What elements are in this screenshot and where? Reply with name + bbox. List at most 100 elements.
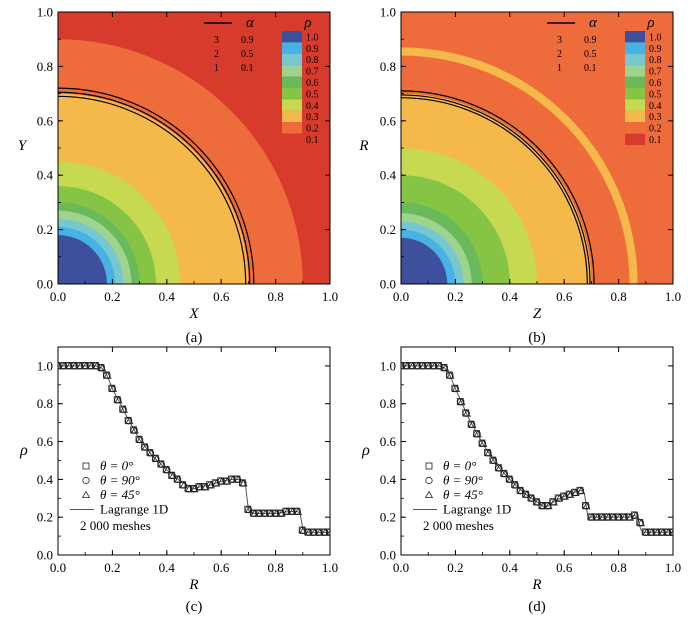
x-tick-label-a: 0.0 <box>50 289 66 304</box>
colorbar-swatch-a <box>282 31 302 43</box>
alpha-legend-id-a: 2 <box>214 49 219 60</box>
x-tick-label-c: 0.2 <box>104 560 120 575</box>
legend-label-d: 2 000 meshes <box>423 518 494 533</box>
y-tick-label-d: 0.8 <box>380 396 396 411</box>
caption-c: (c) <box>186 599 203 615</box>
marker-triangle-d <box>457 397 466 406</box>
marker-triangle-c <box>293 507 303 515</box>
colorbar-swatch-a <box>282 133 302 145</box>
marker-triangle-d <box>490 456 499 464</box>
legend-label-c: θ = 45° <box>100 487 140 502</box>
marker-triangle-d <box>528 494 537 502</box>
colorbar-swatch-b <box>625 31 645 43</box>
y-tick-label-b: 0.0 <box>380 277 396 292</box>
x-tick-label-d: 1.0 <box>665 560 681 575</box>
x-tick-label-b: 0.8 <box>610 289 626 304</box>
marker-triangle-c <box>141 443 150 451</box>
marker-triangle-c <box>136 435 145 444</box>
colorbar-swatch-b <box>625 110 645 123</box>
legend-marker-d <box>425 476 433 485</box>
marker-triangle-d <box>577 486 586 495</box>
y-tick-label-d: 0.4 <box>380 472 397 487</box>
colorbar-label-b: 0.1 <box>649 135 662 146</box>
marker-triangle-d <box>631 511 640 519</box>
marker-triangle-c <box>119 405 128 413</box>
x-tick-label-d: 0.2 <box>447 560 463 575</box>
xlabel-d: R <box>531 577 541 593</box>
y-tick-label-b: 0.6 <box>380 113 397 128</box>
marker-triangle-d <box>522 490 531 498</box>
marker-triangle-c <box>103 371 112 379</box>
alpha-legend-title-b: α <box>589 15 598 31</box>
marker-triangle-d <box>484 448 493 457</box>
marker-triangle-d <box>626 513 635 521</box>
y-tick-label-a: 1.0 <box>37 5 53 20</box>
legend-label-c: Lagrange 1D <box>100 502 168 517</box>
marker-triangle-c <box>277 509 286 517</box>
colorbar-swatch-a <box>282 88 302 100</box>
legend-label-d: θ = 90° <box>443 473 483 488</box>
colorbar-title-a: ρ <box>303 15 311 31</box>
y-tick-label-c: 0.6 <box>37 434 54 449</box>
colorbar-swatch-a <box>282 42 302 54</box>
marker-triangle-d <box>511 481 520 489</box>
alpha-legend-id-a: 3 <box>214 35 219 46</box>
x-tick-label-d: 0.6 <box>556 560 573 575</box>
y-tick-label-a: 0.6 <box>37 113 54 128</box>
marker-triangle-c <box>125 416 134 425</box>
colorbar-label-b: 0.6 <box>649 78 662 89</box>
alpha-legend-id-b: 3 <box>557 35 562 46</box>
colorbar-label-a: 0.5 <box>306 89 319 100</box>
marker-triangle-c <box>114 395 123 404</box>
legend-label-c: 2 000 meshes <box>80 518 151 533</box>
ylabel-d: ρ <box>361 442 370 459</box>
marker-triangle-d <box>566 490 575 498</box>
colorbar-label-b: 0.8 <box>649 55 662 66</box>
plot-frame-c <box>57 346 331 556</box>
alpha-legend-value-a: 0.9 <box>241 35 254 46</box>
series-d <box>401 361 673 536</box>
alpha-legend-id-b: 2 <box>557 49 562 60</box>
x-tick-label-c: 0.0 <box>50 560 66 575</box>
legend-label-d: Lagrange 1D <box>443 502 511 517</box>
marker-circle-d <box>401 362 405 370</box>
marker-triangle-c <box>234 475 243 483</box>
x-tick-label-a: 0.8 <box>267 289 283 304</box>
alpha-legend-value-b: 0.1 <box>584 63 597 74</box>
axes-d: 0.0 0.2 0.4 0.6 0.8 1.0 0.0 0.2 0.4 0.6 0.8 1.0 <box>380 346 681 575</box>
y-tick-label-a: 0.0 <box>37 277 53 292</box>
ylabel-a: Y <box>18 138 28 154</box>
colorbar-label-a: 0.9 <box>306 44 319 55</box>
colorbar-label-b: 0.5 <box>649 89 662 100</box>
panel-d: 0.0 0.2 0.4 0.6 0.8 1.0 0.0 0.2 0.4 0.6 0.8 1.0 θ =… <box>361 346 681 615</box>
density-band-b <box>401 237 448 284</box>
alpha-legend-title-a: α <box>246 15 255 31</box>
y-tick-label-a: 0.4 <box>37 168 54 183</box>
colorbar-swatch-a <box>282 99 302 111</box>
marker-triangle-c <box>206 481 215 489</box>
y-tick-label-c: 1.0 <box>37 358 53 373</box>
marker-triangle-c <box>299 526 308 534</box>
alpha-legend-value-a: 0.1 <box>241 63 254 74</box>
y-tick-label-c: 0.4 <box>37 472 54 487</box>
ylabel-c: ρ <box>19 442 28 459</box>
legend-label-c: θ = 90° <box>100 473 140 488</box>
colorbar-swatch-b <box>625 133 645 145</box>
xlabel-c: R <box>188 577 198 593</box>
colorbar-label-a: 0.4 <box>306 101 319 112</box>
colorbar-b: ρ1.00.90.80.70.60.50.40.30.20.1 <box>625 15 662 146</box>
y-tick-label-d: 0.0 <box>380 548 396 563</box>
alpha-legend-id-a: 1 <box>214 63 219 74</box>
marker-triangle-c <box>92 361 101 370</box>
alpha-legend-id-b: 1 <box>557 63 562 74</box>
legend-marker-c <box>82 476 90 485</box>
marker-circle-c <box>58 362 62 370</box>
colorbar-label-b: 0.7 <box>649 67 662 78</box>
colorbar-label-a: 0.7 <box>306 67 319 78</box>
colorbar-label-b: 0.4 <box>649 101 662 112</box>
axes-a: 0.0 0.2 0.4 0.6 0.8 1.0 0.0 0.2 0.4 0.6 0.8 1.0 <box>37 5 338 305</box>
marker-triangle-d <box>555 494 564 502</box>
x-tick-label-a: 0.4 <box>159 289 176 304</box>
colorbar-swatch-b <box>625 42 645 54</box>
colorbar-label-b: 0.3 <box>649 112 662 123</box>
